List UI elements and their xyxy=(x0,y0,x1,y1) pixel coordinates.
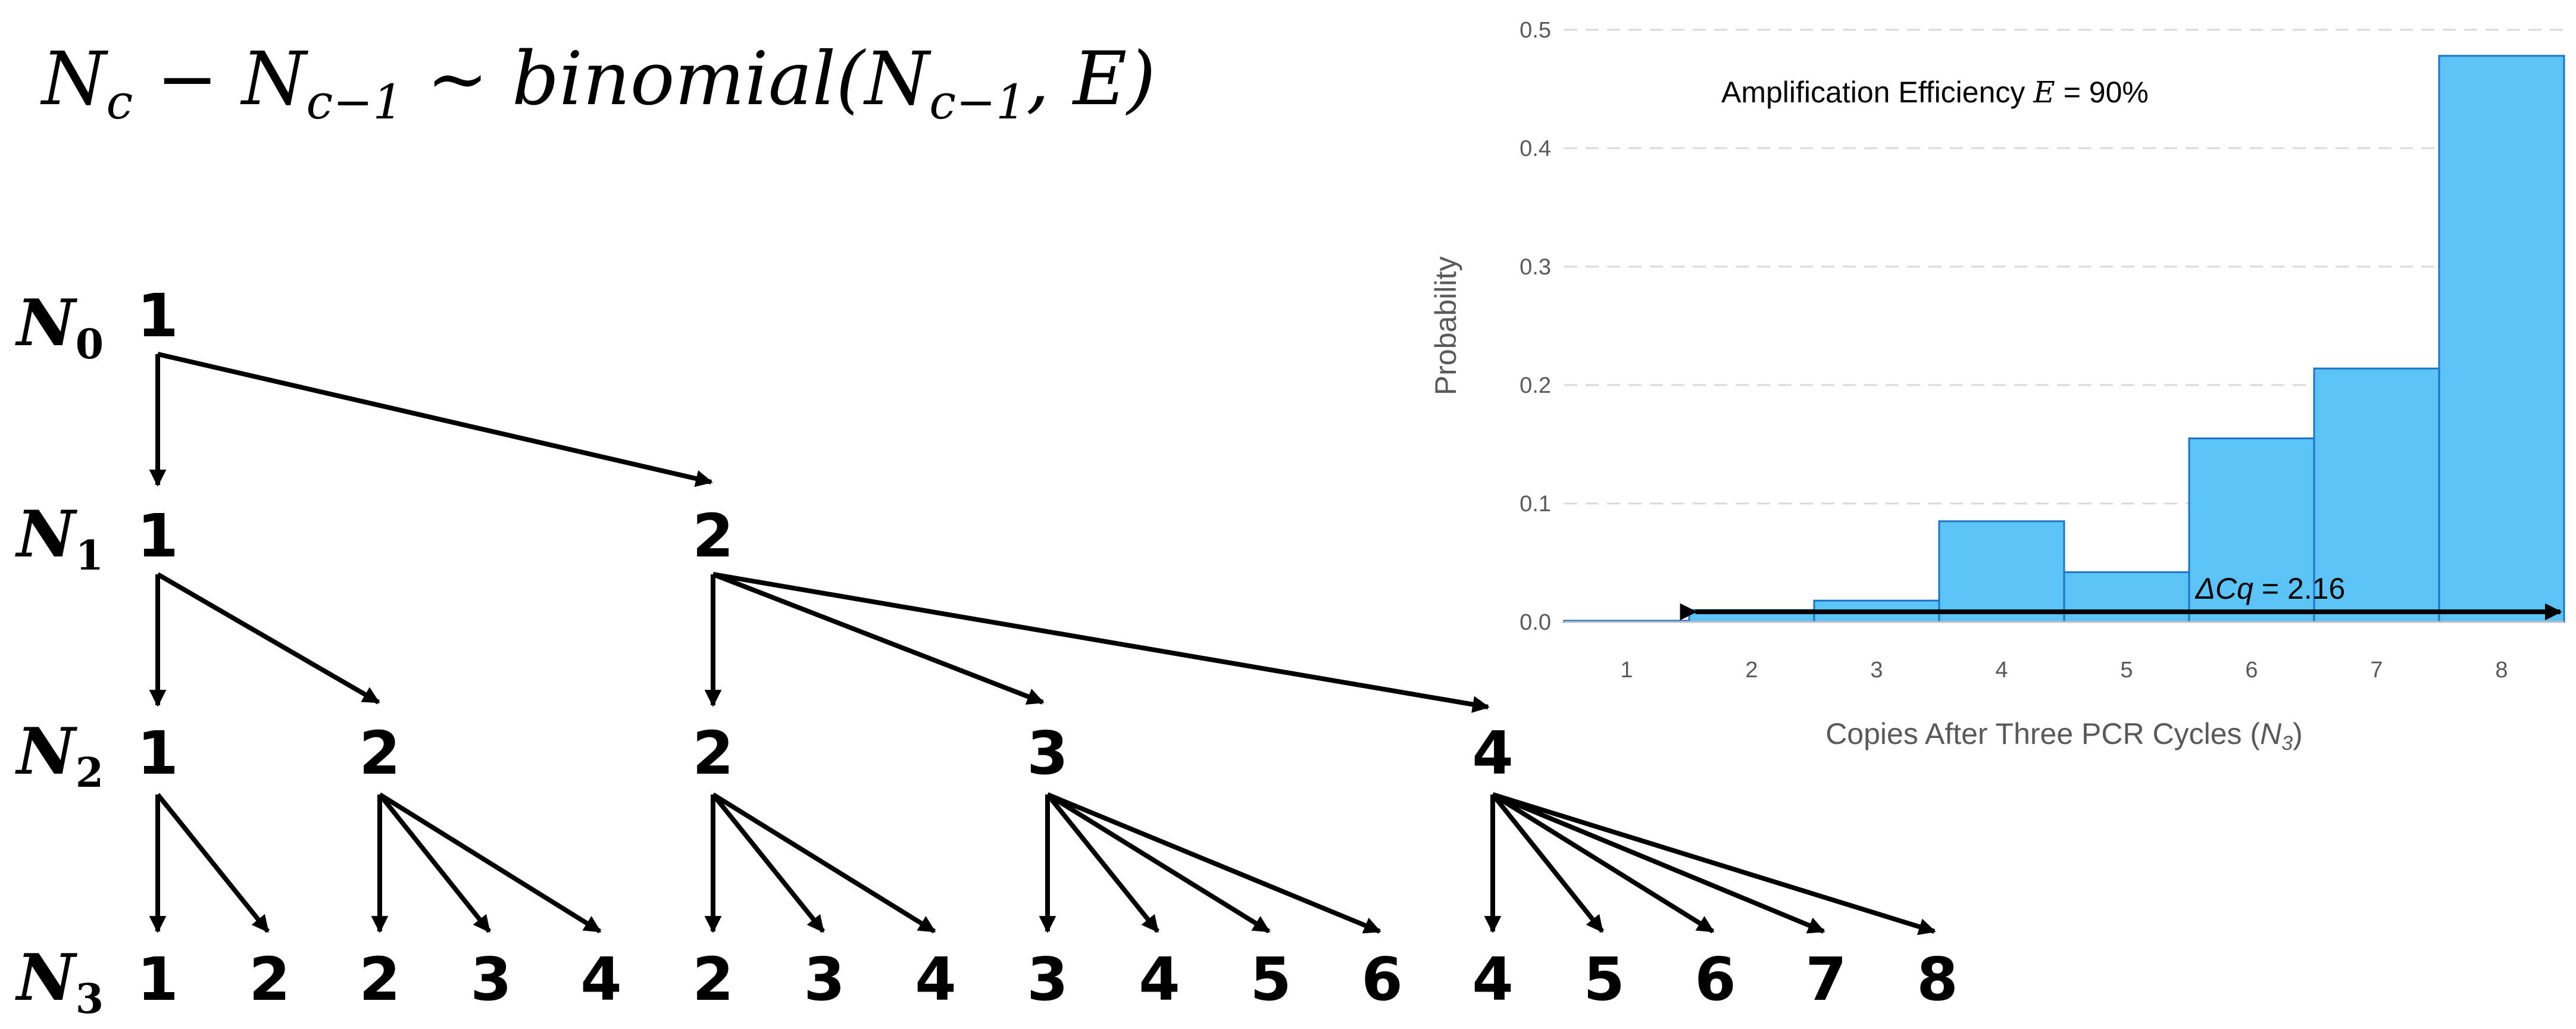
chart-y-tick-labels: 0.0 0.1 0.2 0.3 0.4 0.5 xyxy=(1520,18,1551,635)
chart-bars xyxy=(1563,55,2565,623)
y-tick-label: 0.5 xyxy=(1520,18,1551,43)
bar-4 xyxy=(1938,520,2065,623)
level-label-n3: N3 xyxy=(15,940,104,1023)
y-tick-label: 0.3 xyxy=(1520,255,1551,280)
arrow-n1b-to-n2-3 xyxy=(712,572,1045,705)
n3-node-17: 8 xyxy=(1917,944,1958,1014)
n3-node-10: 4 xyxy=(1139,944,1180,1014)
bar-8 xyxy=(2438,55,2565,623)
arrow-n1b-to-n2-4 xyxy=(712,572,1490,713)
x-tick-label: 2 xyxy=(1745,658,1758,683)
delta-cq-annotation: ΔCq = 2.16 xyxy=(2195,572,2346,605)
bar-7 xyxy=(2313,367,2440,623)
n2-node-2: 2 xyxy=(359,718,401,788)
n0-node-1: 1 xyxy=(137,281,179,351)
x-axis-title: Copies After Three PCR Cycles (N3) xyxy=(1825,717,2303,755)
tree-values: 1 1 2 1 2 2 3 4 1 2 2 3 4 2 3 4 3 4 5 6 … xyxy=(137,281,1958,1014)
level-label-n0: N0 xyxy=(15,286,104,368)
arrow-n2b-2 xyxy=(377,793,492,933)
n3-node-6: 2 xyxy=(692,944,734,1014)
n3-node-5: 4 xyxy=(580,944,622,1014)
n3-node-14: 5 xyxy=(1583,944,1625,1014)
y-tick-label: 0.4 xyxy=(1520,136,1551,161)
chart-gridlines xyxy=(1564,29,2564,505)
arrow-n2e-3 xyxy=(1491,792,1715,934)
chart-x-tick-labels: 1 2 3 4 5 6 7 8 xyxy=(1620,658,2508,683)
n2-node-1: 1 xyxy=(137,718,179,788)
n1-node-1: 1 xyxy=(137,501,179,571)
level-label-n2: N2 xyxy=(15,714,104,797)
level-label-n1: N1 xyxy=(15,497,104,580)
x-tick-label: 5 xyxy=(2120,658,2133,683)
x-tick-label: 6 xyxy=(2245,658,2258,683)
n3-node-16: 7 xyxy=(1805,944,1847,1014)
arrow-n2e-2 xyxy=(1490,793,1605,933)
arrow-n2d-4 xyxy=(1046,792,1381,934)
n3-node-15: 6 xyxy=(1695,944,1736,1014)
arrow-n2c-3 xyxy=(711,792,936,934)
arrow-n2e-5 xyxy=(1492,792,1936,936)
arrow-n2d-2 xyxy=(1045,793,1160,933)
x-tick-label: 8 xyxy=(2495,658,2508,683)
n3-node-7: 3 xyxy=(804,944,845,1014)
n2-node-4: 3 xyxy=(1027,718,1068,788)
n3-node-8: 4 xyxy=(915,944,956,1014)
y-axis-title: Probability xyxy=(1429,257,1462,395)
n2-node-5: 4 xyxy=(1472,718,1514,788)
bar-5 xyxy=(2063,571,2190,623)
y-tick-label: 0.0 xyxy=(1520,610,1551,635)
x-tick-label: 4 xyxy=(1995,658,2008,683)
arrow-n0-to-n1-2 xyxy=(157,352,713,487)
arrow-n1a-to-n2-2 xyxy=(156,572,380,705)
y-tick-label: 0.1 xyxy=(1520,492,1551,517)
n3-node-3: 2 xyxy=(359,944,401,1014)
arrow-n2b-3 xyxy=(378,792,602,934)
x-tick-label: 1 xyxy=(1620,658,1633,683)
arrow-n2a-2 xyxy=(155,793,270,933)
arrow-n2d-3 xyxy=(1046,792,1271,934)
tree-arrows xyxy=(149,352,1936,936)
arrow-n2e-4 xyxy=(1492,792,1825,934)
arrow-n2c-2 xyxy=(711,793,826,933)
y-tick-label: 0.2 xyxy=(1520,373,1551,398)
binomial-formula: Nc − Nc−1 ~ binomial(Nc−1, E) xyxy=(40,36,1156,130)
n3-node-9: 3 xyxy=(1027,944,1068,1014)
x-tick-label: 7 xyxy=(2370,658,2383,683)
n3-node-4: 3 xyxy=(470,944,512,1014)
efficiency-annotation: Amplification Efficiency E = 90% xyxy=(1721,75,2149,110)
bar-6 xyxy=(2188,437,2315,623)
n3-node-11: 5 xyxy=(1250,944,1292,1014)
x-tick-label: 3 xyxy=(1870,658,1883,683)
n3-node-12: 6 xyxy=(1361,944,1403,1014)
n2-node-3: 2 xyxy=(692,718,734,788)
n1-node-2: 2 xyxy=(692,501,734,571)
n3-node-13: 4 xyxy=(1472,944,1514,1014)
n3-node-1: 1 xyxy=(137,944,179,1014)
n3-node-2: 2 xyxy=(249,944,290,1014)
